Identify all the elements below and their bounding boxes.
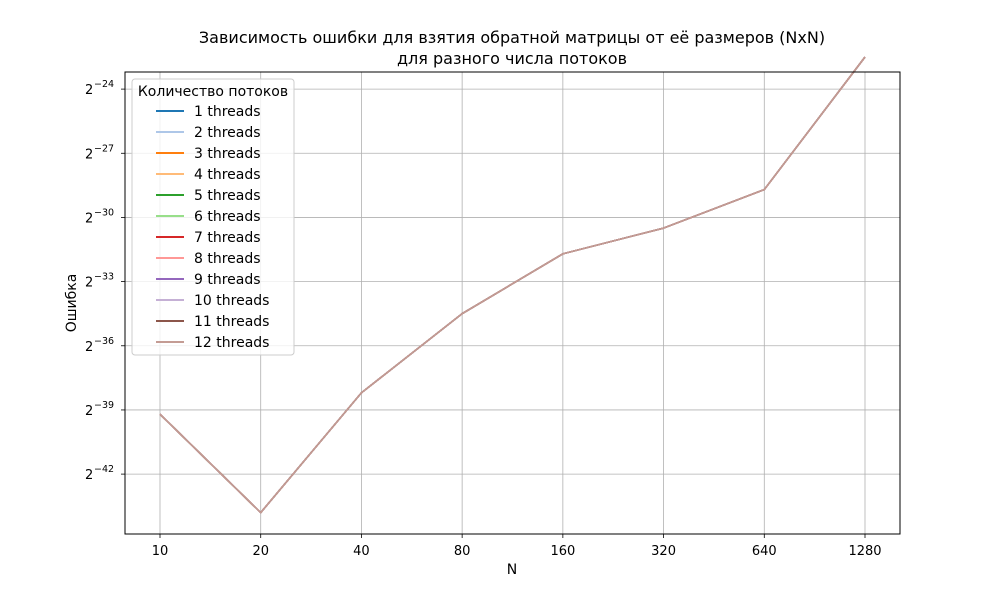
legend-label: 11 threads — [194, 314, 269, 330]
y-tick-base: 2 — [85, 83, 93, 98]
x-tick-label: 10 — [152, 544, 169, 559]
legend-label: 8 threads — [194, 251, 261, 267]
series-line-12 — [159, 56, 866, 514]
legend-label: 2 threads — [194, 125, 261, 141]
y-tick-exponent: −24 — [94, 79, 114, 90]
x-axis-label: N — [507, 562, 517, 578]
y-tick-label: 2 −27 — [85, 143, 114, 162]
y-tick-base: 2 — [85, 276, 93, 291]
legend-label: 7 threads — [194, 230, 261, 246]
legend-label: 4 threads — [194, 167, 261, 183]
y-axis-label: Ошибка — [64, 274, 80, 333]
legend-item: 8 threads — [156, 251, 261, 267]
y-tick-base: 2 — [85, 468, 93, 483]
legend: Количество потоков 1 threads 2 threads 3 t… — [131, 78, 295, 356]
x-tick-label: 320 — [651, 544, 676, 559]
x-tick-label: 160 — [550, 544, 575, 559]
legend-item: 2 threads — [156, 125, 261, 141]
legend-label: 5 threads — [194, 188, 261, 204]
chart-subtitle: для разного числа потоков — [397, 49, 627, 68]
legend-item: 11 threads — [156, 314, 269, 330]
y-tick-exponent: −42 — [94, 464, 114, 475]
x-tick-label: 40 — [353, 544, 370, 559]
legend-box — [131, 78, 295, 356]
plot-frame — [124, 71, 901, 535]
y-tick-label: 2 −36 — [85, 336, 114, 355]
legend-item: 10 threads — [156, 293, 269, 309]
legend-label: 3 threads — [194, 146, 261, 162]
y-tick-base: 2 — [85, 404, 93, 419]
legend-label: 1 threads — [194, 104, 261, 120]
y-tick-label: 2 −24 — [85, 79, 114, 98]
x-axis: 10 20 40 80 160 320 640 1280 — [152, 534, 882, 559]
y-tick-label: 2 −39 — [85, 400, 114, 419]
legend-title: Количество потоков — [138, 84, 288, 100]
y-tick-base: 2 — [85, 211, 93, 226]
y-tick-exponent: −27 — [94, 143, 114, 154]
legend-label: 9 threads — [194, 272, 261, 288]
legend-label: 10 threads — [194, 293, 269, 309]
x-tick-label: 1280 — [848, 544, 881, 559]
y-axis: 2 −242 −272 −302 −332 −362 −392 −42 — [85, 79, 125, 483]
y-tick-exponent: −30 — [94, 207, 114, 218]
y-tick-exponent: −33 — [94, 272, 114, 283]
y-tick-exponent: −39 — [94, 400, 114, 411]
legend-item: 3 threads — [156, 146, 261, 162]
y-tick-label: 2 −33 — [85, 272, 114, 291]
legend-label: 12 threads — [194, 335, 269, 351]
y-tick-exponent: −36 — [94, 336, 114, 347]
y-tick-base: 2 — [85, 340, 93, 355]
series-lines — [159, 56, 866, 514]
y-tick-label: 2 −42 — [85, 464, 114, 483]
legend-item: 7 threads — [156, 230, 261, 246]
y-tick-base: 2 — [85, 147, 93, 162]
x-tick-label: 80 — [454, 544, 471, 559]
x-tick-label: 640 — [752, 544, 777, 559]
legend-label: 6 threads — [194, 209, 261, 225]
legend-item: 9 threads — [156, 272, 261, 288]
legend-item: 6 threads — [156, 209, 261, 225]
chart-title: Зависимость ошибки для взятия обратной м… — [199, 28, 825, 47]
x-tick-label: 20 — [252, 544, 269, 559]
y-tick-label: 2 −30 — [85, 207, 114, 226]
legend-item: 4 threads — [156, 167, 261, 183]
legend-item: 5 threads — [156, 188, 261, 204]
legend-item: 12 threads — [156, 335, 269, 351]
legend-item: 1 threads — [156, 104, 261, 120]
